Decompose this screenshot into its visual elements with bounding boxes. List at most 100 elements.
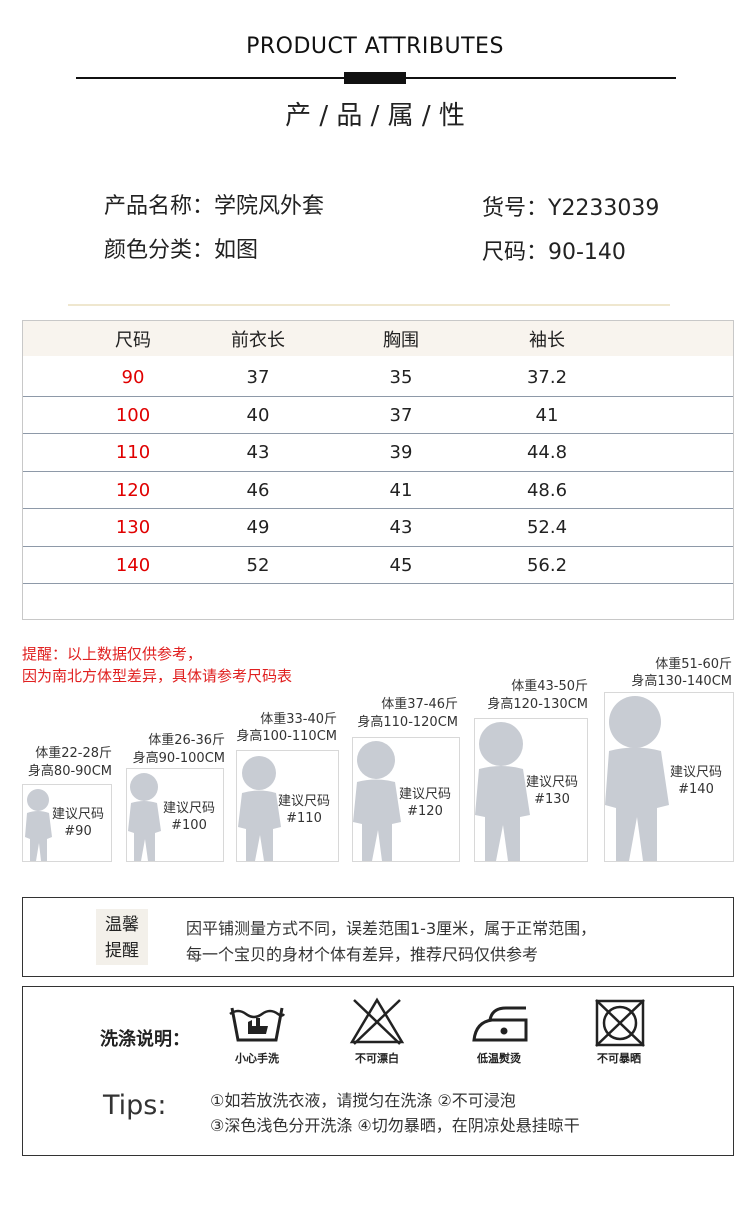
- table-cell: 46: [246, 480, 270, 501]
- table-header-row: 尺码 前衣长 胸围 袖长: [23, 321, 733, 356]
- figure-weight-label: 体重26-36斤: [148, 733, 225, 748]
- figure-weight-label: 体重33-40斤: [260, 712, 337, 727]
- figure-recommend-label: 建议尺码: [398, 787, 451, 802]
- table-cell-size: 110: [115, 442, 151, 463]
- figure-size-value: #100: [171, 818, 207, 833]
- care-label: 不可漂白: [355, 1052, 399, 1065]
- table-cell: 37.2: [526, 367, 568, 388]
- table-header-cell: 前衣长: [231, 329, 285, 351]
- table-cell: 52: [246, 555, 270, 576]
- figure-recommend-label: 建议尺码: [669, 765, 722, 780]
- size-figure-card: [126, 768, 224, 862]
- table-cell: 52.4: [526, 517, 568, 538]
- warm-tip-box: [22, 897, 734, 977]
- table-header-cell: 袖长: [529, 329, 565, 351]
- figure-height-label: 身高90-100CM: [132, 751, 225, 766]
- table-cell-size: 130: [115, 517, 151, 538]
- table-row: 90 37 35 37.2: [23, 359, 733, 396]
- table-cell: 56.2: [526, 555, 568, 576]
- figure-size-value: #130: [534, 792, 570, 807]
- table-header-cell: 尺码: [115, 329, 151, 351]
- child-silhouette-icon: [238, 756, 281, 861]
- table-cell-size: 140: [115, 555, 151, 576]
- table-cell: 43: [246, 442, 270, 463]
- table-row: 100 40 37 41: [23, 397, 733, 434]
- table-cell: 41: [389, 480, 413, 501]
- table-row-divider: [23, 546, 733, 547]
- warm-tip-badge-line: 提醒: [105, 941, 139, 961]
- tips-line: ①如若放洗衣液，请搅匀在洗涤 ②不可浸泡: [210, 1091, 516, 1110]
- warm-tip-text: 每一个宝贝的身材个体有差异，推荐尺码仅供参考: [186, 945, 539, 964]
- no-bleach-icon: [348, 996, 406, 1050]
- table-row-divider: [23, 433, 733, 434]
- figure-weight-label: 体重43-50斤: [511, 679, 588, 694]
- figure-size-value: #140: [678, 782, 714, 797]
- hand-wash-icon: [226, 1000, 288, 1050]
- title-english: PRODUCT ATTRIBUTES: [246, 34, 504, 59]
- table-row-divider: [23, 508, 733, 509]
- warm-tip-badge-line: 温馨: [105, 915, 139, 935]
- figure-size-value: #90: [64, 824, 92, 839]
- table-row: 130 49 43 52.4: [23, 509, 733, 546]
- wash-instructions-box: [22, 986, 734, 1156]
- size-figure-card: [236, 750, 339, 862]
- figure-weight-label: 体重37-46斤: [381, 697, 458, 712]
- care-label: 小心手洗: [235, 1052, 279, 1065]
- figure-height-label: 身高130-140CM: [631, 674, 732, 689]
- table-cell-size: 90: [121, 367, 145, 388]
- figure-recommend-label: 建议尺码: [277, 794, 330, 809]
- table-cell: 41: [535, 405, 559, 426]
- header-divider-block: [344, 72, 406, 84]
- figure-weight-label: 体重22-28斤: [35, 746, 112, 761]
- figure-weight-label: 体重51-60斤: [655, 657, 732, 672]
- child-silhouette-icon: [475, 722, 530, 861]
- figure-height-label: 身高80-90CM: [27, 764, 112, 779]
- care-label: 低温熨烫: [477, 1052, 521, 1065]
- warm-tip-text: 因平铺测量方式不同，误差范围1-3厘米，属于正常范围，: [186, 919, 597, 938]
- table-row: 140 52 45 56.2: [23, 547, 733, 584]
- attr-product-name: 产品名称：学院风外套: [104, 194, 325, 219]
- figure-height-label: 身高110-120CM: [357, 715, 458, 730]
- table-cell-size: 100: [115, 405, 151, 426]
- table-cell: 35: [389, 367, 413, 388]
- table-cell: 45: [389, 555, 413, 576]
- figure-recommend-label: 建议尺码: [51, 807, 104, 822]
- title-chinese: 产 / 品 / 属 / 性: [285, 101, 465, 131]
- figure-recommend-label: 建议尺码: [162, 801, 215, 816]
- low-iron-icon: [470, 1002, 532, 1048]
- table-cell: 43: [389, 517, 413, 538]
- table-cell: 48.6: [526, 480, 568, 501]
- wash-title: 洗涤说明：: [100, 1029, 190, 1050]
- reminder-line-1: 提醒：以上数据仅供参考，: [22, 645, 203, 663]
- size-figure-card: [604, 692, 734, 862]
- table-cell: 37: [246, 367, 270, 388]
- tips-line: ③深色浅色分开洗涤 ④切勿暴晒，在阴凉处悬挂晾干: [210, 1116, 580, 1135]
- table-row: 110 43 39 44.8: [23, 434, 733, 471]
- tips-title: Tips:: [103, 1090, 167, 1121]
- attr-divider: [68, 304, 670, 306]
- attr-color: 颜色分类：如图: [104, 238, 259, 263]
- care-label: 不可暴晒: [597, 1052, 641, 1065]
- size-figure-card: [22, 784, 112, 862]
- table-header-cell: 胸围: [383, 329, 419, 351]
- table-row: 120 46 41 48.6: [23, 472, 733, 509]
- warm-tip-badge: 温馨 提醒: [96, 909, 148, 965]
- table-row-divider: [23, 471, 733, 472]
- reminder-line-2: 因为南北方体型差异，具体请参考尺码表: [22, 667, 293, 685]
- table-cell: 40: [246, 405, 270, 426]
- table-cell: 39: [389, 442, 413, 463]
- figure-height-label: 身高100-110CM: [236, 729, 337, 744]
- table-cell: 37: [389, 405, 413, 426]
- figure-size-value: #120: [407, 804, 443, 819]
- table-cell: 44.8: [526, 442, 568, 463]
- size-table: 尺码 前衣长 胸围 袖长 90 37 35 37.2 100 40 37 41 …: [22, 320, 734, 620]
- child-silhouette-icon: [128, 773, 161, 861]
- table-cell: 49: [246, 517, 270, 538]
- table-row-divider: [23, 583, 733, 584]
- figure-recommend-label: 建议尺码: [525, 775, 578, 790]
- table-cell-size: 120: [115, 480, 151, 501]
- figure-size-value: #110: [286, 811, 322, 826]
- child-silhouette-icon: [605, 696, 669, 861]
- figure-height-label: 身高120-130CM: [487, 697, 588, 712]
- attr-item-number: 货号：Y2233039: [482, 196, 660, 221]
